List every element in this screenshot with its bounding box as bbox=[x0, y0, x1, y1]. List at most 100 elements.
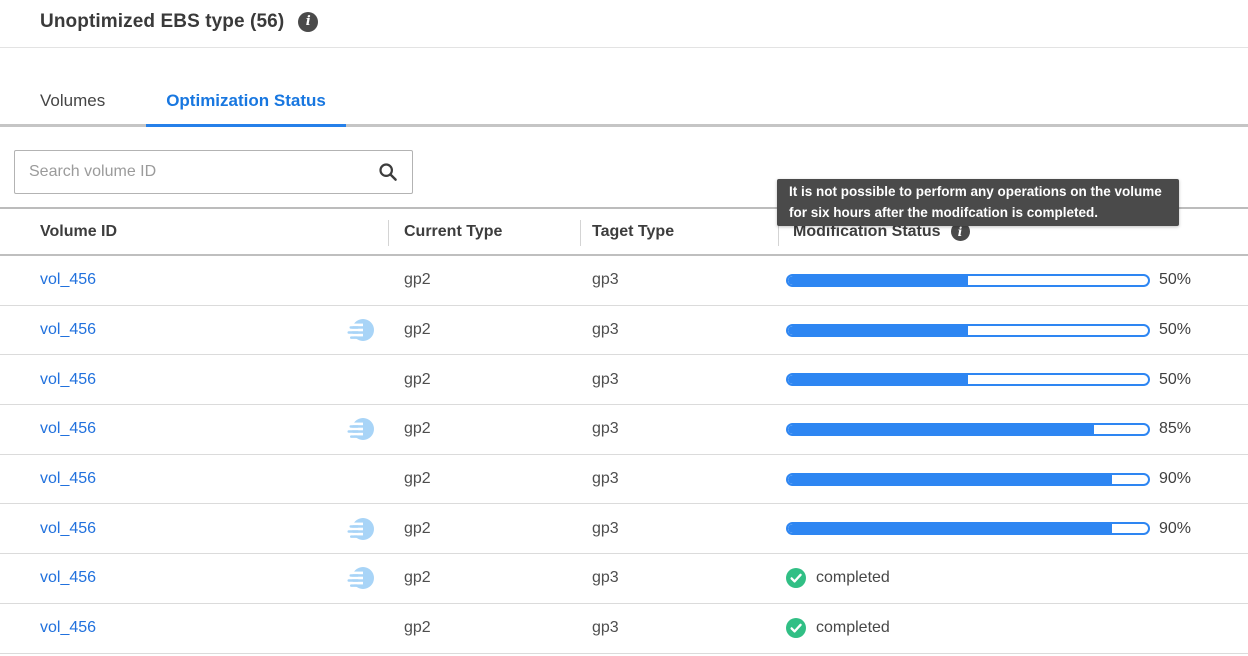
volume-id-cell: vol_456 bbox=[0, 554, 388, 603]
volume-id-link[interactable]: vol_456 bbox=[40, 271, 97, 289]
table-row: vol_456 gp2 gp3 90% bbox=[0, 504, 1248, 555]
current-type-cell: gp2 bbox=[404, 519, 431, 537]
column-header-target-type: Taget Type bbox=[580, 209, 778, 254]
volume-id-link[interactable]: vol_456 bbox=[40, 569, 97, 587]
progress-bar bbox=[786, 373, 1150, 387]
fast-restore-icon bbox=[347, 416, 374, 442]
progress-percent-label: 50% bbox=[1159, 370, 1192, 388]
target-type-cell: gp3 bbox=[592, 370, 619, 388]
check-circle-icon bbox=[786, 568, 806, 589]
target-type-cell: gp3 bbox=[592, 619, 619, 637]
page-title: Unoptimized EBS type (56) bbox=[40, 10, 285, 32]
table-row: vol_456 gp2 gp3 bbox=[0, 554, 1248, 604]
column-header-volume-id: Volume ID bbox=[40, 222, 118, 240]
volume-id-link[interactable]: vol_456 bbox=[40, 321, 97, 339]
target-type-cell: gp3 bbox=[592, 271, 619, 289]
completed-label: completed bbox=[816, 619, 890, 637]
completed-label: completed bbox=[816, 569, 890, 587]
modification-status-cell: 50% bbox=[778, 306, 1248, 355]
progress-fill bbox=[788, 275, 968, 285]
volume-id-link[interactable]: vol_456 bbox=[40, 470, 97, 488]
table-header-row: Volume ID Current Type Taget Type Modifi… bbox=[0, 207, 1248, 256]
target-type-cell: gp3 bbox=[592, 569, 619, 587]
info-icon[interactable]: i bbox=[298, 11, 319, 32]
current-type-cell: gp2 bbox=[404, 271, 431, 289]
search-icon[interactable] bbox=[378, 162, 398, 182]
modification-status-cell: 90% bbox=[778, 504, 1248, 553]
volume-id-link[interactable]: vol_456 bbox=[40, 370, 97, 388]
column-header-modification-status: Modification Status i bbox=[778, 209, 1248, 254]
progress-percent-label: 50% bbox=[1159, 271, 1192, 289]
progress-group: 90% bbox=[786, 470, 1191, 488]
current-type-cell: gp2 bbox=[404, 569, 431, 587]
tab-bar: Volumes Optimization Status bbox=[0, 75, 1248, 127]
volume-id-cell: vol_456 bbox=[0, 504, 388, 553]
progress-group: 50% bbox=[786, 321, 1191, 339]
progress-group: 50% bbox=[786, 271, 1191, 289]
completed-group: completed bbox=[786, 618, 890, 639]
volume-id-link[interactable]: vol_456 bbox=[40, 420, 97, 438]
target-type-cell: gp3 bbox=[592, 321, 619, 339]
volume-id-cell: vol_456 bbox=[0, 355, 388, 404]
progress-bar bbox=[786, 522, 1150, 536]
tab-volumes[interactable]: Volumes bbox=[40, 91, 106, 110]
progress-percent-label: 90% bbox=[1159, 470, 1192, 488]
modification-status-cell: 85% bbox=[778, 405, 1248, 454]
column-header-current-type: Current Type bbox=[388, 209, 580, 254]
current-type-cell: gp2 bbox=[404, 321, 431, 339]
current-type-cell: gp2 bbox=[404, 370, 431, 388]
volume-id-link[interactable]: vol_456 bbox=[40, 519, 97, 537]
progress-fill bbox=[788, 424, 1094, 434]
progress-percent-label: 50% bbox=[1159, 321, 1192, 339]
title-bar: Unoptimized EBS type (56) i bbox=[0, 0, 1248, 48]
current-type-cell: gp2 bbox=[404, 420, 431, 438]
fast-restore-icon bbox=[347, 317, 374, 343]
target-type-cell: gp3 bbox=[592, 470, 619, 488]
table-row: vol_456 gp2 gp3 85% bbox=[0, 405, 1248, 455]
modification-status-cell: 50% bbox=[778, 355, 1248, 404]
progress-fill bbox=[788, 524, 1112, 534]
current-type-cell: gp2 bbox=[404, 470, 431, 488]
progress-percent-label: 90% bbox=[1159, 519, 1192, 537]
fast-restore-icon bbox=[347, 516, 374, 542]
volume-id-cell: vol_456 bbox=[0, 405, 388, 454]
table-row: vol_456 gp2 gp3 50% bbox=[0, 306, 1248, 356]
progress-bar bbox=[786, 422, 1150, 436]
optimization-table: Volume ID Current Type Taget Type Modifi… bbox=[0, 207, 1248, 654]
volume-id-cell: vol_456 bbox=[0, 455, 388, 504]
progress-group: 85% bbox=[786, 420, 1191, 438]
table-row: vol_456 gp2 gp3 50% bbox=[0, 355, 1248, 406]
table-row: vol_456 gp2 gp3 50% bbox=[0, 256, 1248, 306]
volume-id-cell: vol_456 bbox=[0, 256, 388, 305]
volume-id-cell: vol_456 bbox=[0, 306, 388, 355]
volume-id-link[interactable]: vol_456 bbox=[40, 619, 97, 637]
progress-fill bbox=[788, 325, 968, 335]
progress-fill bbox=[788, 375, 968, 385]
search-box bbox=[14, 150, 413, 194]
search-input[interactable] bbox=[29, 163, 370, 181]
target-type-cell: gp3 bbox=[592, 519, 619, 537]
progress-bar bbox=[786, 323, 1150, 337]
modification-status-tooltip: It is not possible to perform any operat… bbox=[777, 179, 1179, 226]
progress-fill bbox=[788, 474, 1112, 484]
target-type-cell: gp3 bbox=[592, 420, 619, 438]
table-row: vol_456 gp2 gp3 90% bbox=[0, 455, 1248, 505]
table-row: vol_456 gp2 gp3 bbox=[0, 604, 1248, 654]
fast-restore-icon bbox=[347, 565, 374, 591]
volume-id-cell: vol_456 bbox=[0, 604, 388, 653]
completed-group: completed bbox=[786, 568, 890, 589]
progress-group: 90% bbox=[786, 520, 1191, 538]
modification-status-cell: 90% bbox=[778, 455, 1248, 504]
tab-optimization-status[interactable]: Optimization Status bbox=[146, 75, 346, 127]
progress-bar bbox=[786, 273, 1150, 287]
progress-group: 50% bbox=[786, 371, 1191, 389]
modification-status-info-icon[interactable]: i bbox=[950, 222, 970, 241]
check-circle-icon bbox=[786, 618, 806, 639]
current-type-cell: gp2 bbox=[404, 619, 431, 637]
modification-status-cell: 50% bbox=[778, 256, 1248, 305]
modification-status-cell: completed bbox=[778, 554, 1248, 603]
progress-bar bbox=[786, 472, 1150, 486]
modification-status-cell: completed bbox=[778, 604, 1248, 653]
table-body: vol_456 gp2 gp3 50% bbox=[0, 256, 1248, 654]
